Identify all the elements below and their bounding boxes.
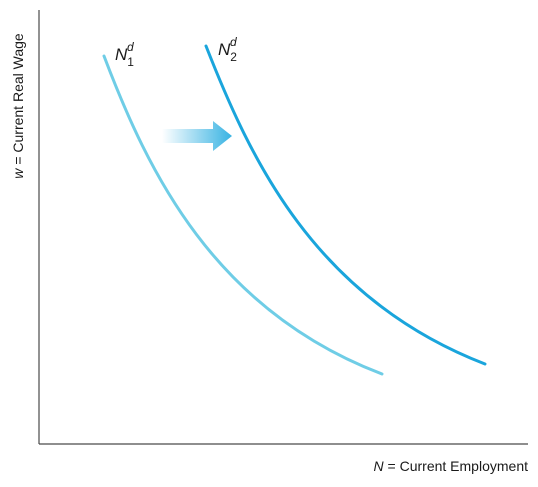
- demand-curve-2: [204, 44, 487, 366]
- curve-1-label-sup: d: [127, 40, 134, 54]
- curve-1-label-sub: 1: [127, 55, 134, 69]
- curve-1-label: N1d: [115, 40, 134, 69]
- x-axis-label-var: N: [374, 458, 385, 474]
- y-axis-label-text: = Current Real Wage: [10, 33, 26, 168]
- curve-2-label: N2d: [218, 35, 237, 64]
- curve-2-label-base: N: [218, 40, 231, 59]
- x-axis-label-text: = Current Employment: [384, 458, 528, 474]
- x-axis-label: N = Current Employment: [374, 458, 529, 474]
- curve-2-label-sup: d: [230, 35, 237, 49]
- curve-1-label-base: N: [115, 45, 128, 64]
- y-axis-label: w = Current Real Wage: [10, 33, 26, 179]
- demand-curve-1: [102, 54, 384, 376]
- y-axis-label-var: w: [10, 168, 26, 179]
- curve-2-label-sub: 2: [230, 50, 237, 64]
- shift-arrow: [162, 121, 232, 151]
